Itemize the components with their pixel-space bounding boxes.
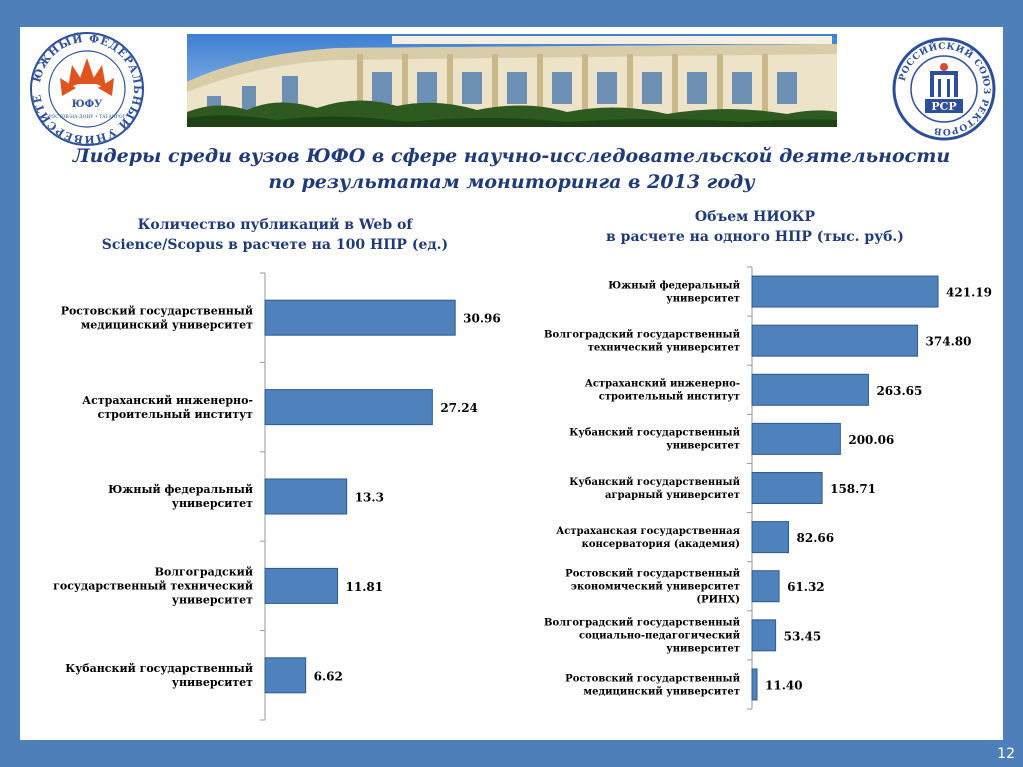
chart0-bar: [264, 567, 339, 604]
chart1-bar: [751, 570, 780, 603]
chart0-value-label: 13.3: [355, 491, 384, 505]
chart1-bar: [751, 668, 758, 701]
left-chart-title: Количество публикаций в Web of Science/S…: [80, 215, 470, 255]
chart0-category-label: Южный федеральный: [108, 483, 253, 496]
chart1-category-label: Астраханская государственная: [556, 526, 740, 537]
page-number: 12: [997, 746, 1015, 762]
chart1-category-label: Южный федеральный: [608, 280, 740, 291]
chart0-bar: [264, 389, 433, 426]
chart0-category-label: Волгоградский: [155, 566, 253, 579]
slide-title-line1: Лидеры среди вузов ЮФО в сфере научно-ис…: [72, 145, 951, 167]
chart0-bar: [264, 478, 348, 515]
chart1-category-label: Ростовский государственный: [565, 569, 740, 580]
chart1-category-label: университет: [666, 293, 740, 304]
chart0-category-label: университет: [172, 676, 253, 689]
chart0-category-label: университет: [172, 594, 253, 607]
chart1-bar: [751, 619, 777, 652]
chart1-value-label: 61.32: [787, 580, 825, 594]
chart1-bar: [751, 275, 939, 308]
chart1-category-label: строительный институт: [599, 392, 740, 403]
chart1-category-label: Астраханский инженерно-: [585, 379, 740, 390]
chart0-category-label: университет: [172, 497, 253, 510]
chart1-category-label: университет: [666, 644, 740, 655]
slide: ЮЖНЫЙ ФЕДЕРАЛЬНЫЙ УНИВЕРСИТЕТ ЮФУ РОСТОВ…: [20, 27, 1015, 762]
chart1-category-label: аграрный университет: [605, 490, 740, 501]
university-building-photo: [187, 34, 837, 127]
right-chart-title-line1: Объем НИОКР: [694, 209, 816, 225]
chart1-category-label: технический университет: [588, 343, 740, 354]
chart1-bar: [751, 324, 919, 357]
chart1-value-label: 11.40: [765, 678, 803, 692]
chart1-bar: [751, 472, 823, 504]
chart1-value-label: 53.45: [784, 629, 822, 643]
left-chart-title-line2: Science/Scopus в расчете на 100 НПР (ед.…: [101, 237, 449, 253]
chart0-bar: [264, 657, 307, 694]
chart0-category-label: Астраханский инженерно-: [82, 394, 253, 407]
chart1-value-label: 200.06: [848, 433, 894, 447]
right-chart-title-line2: в расчете на одного НПР (тыс. руб.): [606, 229, 904, 245]
chart0-value-label: 11.81: [346, 580, 384, 594]
chart1-value-label: 421.19: [946, 286, 992, 300]
chart1-category-label: социально-педагогический: [579, 631, 741, 642]
chart0-category-label: Ростовский государственный: [61, 304, 253, 317]
chart1-category-label: (РИНХ): [696, 595, 740, 606]
chart1-category-label: медицинский университет: [583, 686, 740, 697]
chart0-value-label: 6.62: [314, 669, 343, 683]
right-chart-title: Объем НИОКР в расчете на одного НПР (тыс…: [590, 207, 920, 247]
chart1-category-label: Кубанский государственный: [569, 477, 740, 488]
chart1-value-label: 263.65: [876, 384, 922, 398]
slide-title-line2: по результатам мониторинга в 2013 году: [268, 171, 755, 193]
chart1-category-label: университет: [666, 441, 740, 452]
chart0-category-label: медицинский университет: [81, 318, 253, 331]
chart1-category-label: Волгоградский государственный: [544, 330, 741, 341]
chart0-category-label: Кубанский государственный: [65, 662, 253, 675]
rsr-abbr: РСР: [931, 100, 956, 113]
chart1-bar: [751, 422, 841, 455]
chart1-value-label: 158.71: [830, 482, 876, 496]
chart1-value-label: 374.80: [926, 335, 972, 349]
chart1-category-label: Ростовский государственный: [565, 673, 740, 684]
left-chart-title-line1: Количество публикаций в Web of: [137, 217, 413, 233]
chart1-bar: [751, 521, 790, 554]
slide-title: Лидеры среди вузов ЮФО в сфере научно-ис…: [20, 143, 1003, 195]
chart0-value-label: 30.96: [463, 312, 501, 326]
chart1-category-label: консерватория (академия): [582, 539, 740, 550]
chart1-category-label: Волгоградский государственный: [544, 618, 741, 629]
chart0-category-label: государственный технический: [53, 580, 253, 593]
chart1-value-label: 82.66: [797, 531, 835, 545]
chart0-bar: [264, 299, 456, 336]
sfedu-logo-icon: ЮЖНЫЙ ФЕДЕРАЛЬНЫЙ УНИВЕРСИТЕТ ЮФУ РОСТОВ…: [28, 30, 144, 146]
sfedu-city: РОСТОВ-НА-ДОНУ • ТАГАНРОГ: [49, 114, 126, 120]
chart1-category-label: Кубанский государственный: [569, 428, 740, 439]
chart0-value-label: 27.24: [440, 401, 478, 415]
chart1-category-label: экономический университет: [571, 582, 740, 593]
rsr-logo-icon: РОССИЙСКИЙ СОЮЗ РЕКТОРОВ РСР: [892, 37, 996, 141]
chart0-category-label: строительный институт: [98, 408, 254, 421]
sfedu-abbr: ЮФУ: [72, 99, 102, 110]
chart1-bar: [751, 373, 869, 406]
